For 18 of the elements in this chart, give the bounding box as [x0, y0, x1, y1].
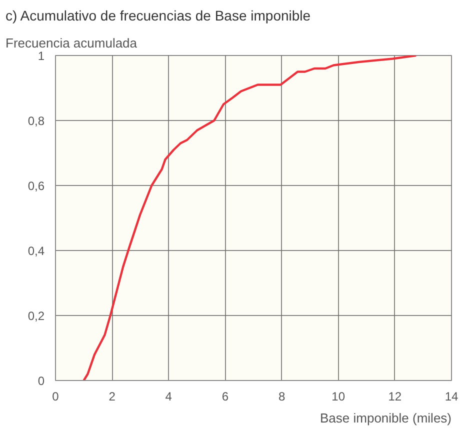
- x-tick-label: 4: [165, 390, 172, 404]
- x-tick-label: 2: [108, 390, 116, 404]
- chart-title: c) Acumulativo de frecuencias de Base imponible: [6, 8, 311, 24]
- y-tick-label: 1: [38, 49, 45, 63]
- y-axis-title: Frecuencia acumulada: [6, 36, 138, 50]
- x-tick-label: 12: [388, 390, 402, 404]
- x-tick-label: 8: [278, 390, 286, 404]
- line-series: [82, 56, 418, 380]
- x-tick-label: 10: [332, 390, 346, 404]
- y-tick-label: 0: [38, 374, 45, 388]
- y-tick-label: 0,8: [28, 114, 45, 128]
- y-tick-label: 0,4: [28, 244, 45, 258]
- x-tick-label: 14: [444, 390, 458, 404]
- y-tick-label: 0,6: [28, 179, 45, 193]
- x-tick-label: 6: [222, 390, 229, 404]
- y-tick-label: 0,2: [28, 309, 45, 323]
- x-tick-label: 0: [52, 390, 60, 404]
- x-axis-title: Base imponible (miles): [320, 410, 452, 426]
